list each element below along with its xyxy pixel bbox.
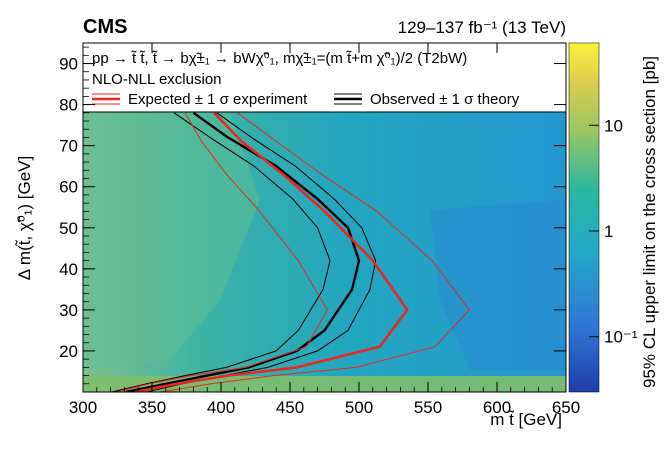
x-tick-label: 400	[207, 398, 235, 417]
x-tick-label: 600	[483, 398, 511, 417]
x-tick-label: 550	[414, 398, 442, 417]
color-bar	[568, 42, 600, 393]
heatmap-left-region	[83, 112, 260, 370]
y-tick-label: 80	[59, 96, 78, 115]
y-axis: 20 30 40 50 60 70 80 90	[59, 46, 566, 393]
y-tick-label: 70	[59, 137, 78, 156]
cms-label: CMS	[83, 16, 127, 38]
legend-expected: Expected ± 1 σ experiment	[128, 91, 308, 108]
luminosity-label: 129–137 fb⁻¹ (13 TeV)	[398, 18, 566, 37]
x-tick-label: 350	[138, 398, 166, 417]
y-tick-label: 60	[59, 178, 78, 197]
heatmap-right-region	[430, 200, 566, 370]
y-tick-label: 30	[59, 301, 78, 320]
z-tick-label: 1	[604, 222, 613, 241]
x-tick-label: 650	[552, 398, 580, 417]
series-line-observed-1-sigma-theory	[111, 112, 331, 392]
legend-exclusion: NLO-NLL exclusion	[92, 71, 222, 88]
x-tick-label: 300	[69, 398, 97, 417]
y-tick-label: 90	[59, 55, 78, 74]
series-line-expected	[135, 111, 409, 392]
z-tick-label: 10⁻¹	[604, 328, 638, 347]
z-tick-label: 10	[604, 116, 623, 135]
x-axis-title: m t̃ [GeV]	[490, 410, 562, 429]
legend-observed: Observed ± 1 σ theory	[370, 91, 520, 108]
z-axis-title: 95% CL upper limit on the cross section …	[640, 56, 659, 388]
heatmap	[83, 111, 566, 392]
y-axis-title: Δ m(t̃, χ̃⁰₁) [GeV]	[15, 156, 34, 280]
series-line-observed	[125, 111, 361, 392]
legend-expected-swatch	[92, 93, 120, 105]
plot-frame	[82, 42, 567, 393]
series-line-expected-1-sigma-experiment	[160, 112, 470, 392]
x-axis: 300 350 400 450 500 550 600 650	[69, 43, 580, 417]
x-tick-label: 450	[276, 398, 304, 417]
y-tick-label: 20	[59, 342, 78, 361]
legend-observed-swatch	[334, 93, 362, 105]
y-tick-label: 50	[59, 219, 78, 238]
x-tick-label: 500	[345, 398, 373, 417]
color-bar-axis: 10⁻¹ 1 10	[589, 116, 638, 347]
y-tick-label: 40	[59, 260, 78, 279]
legend-process: pp → t̃ t̃, t̃ → bχ̃±₁ → bWχ̃⁰₁, mχ̃±₁=(…	[92, 50, 467, 67]
exclusion-curves	[111, 111, 470, 392]
series-line-expected-1-sigma-experiment	[115, 112, 328, 392]
